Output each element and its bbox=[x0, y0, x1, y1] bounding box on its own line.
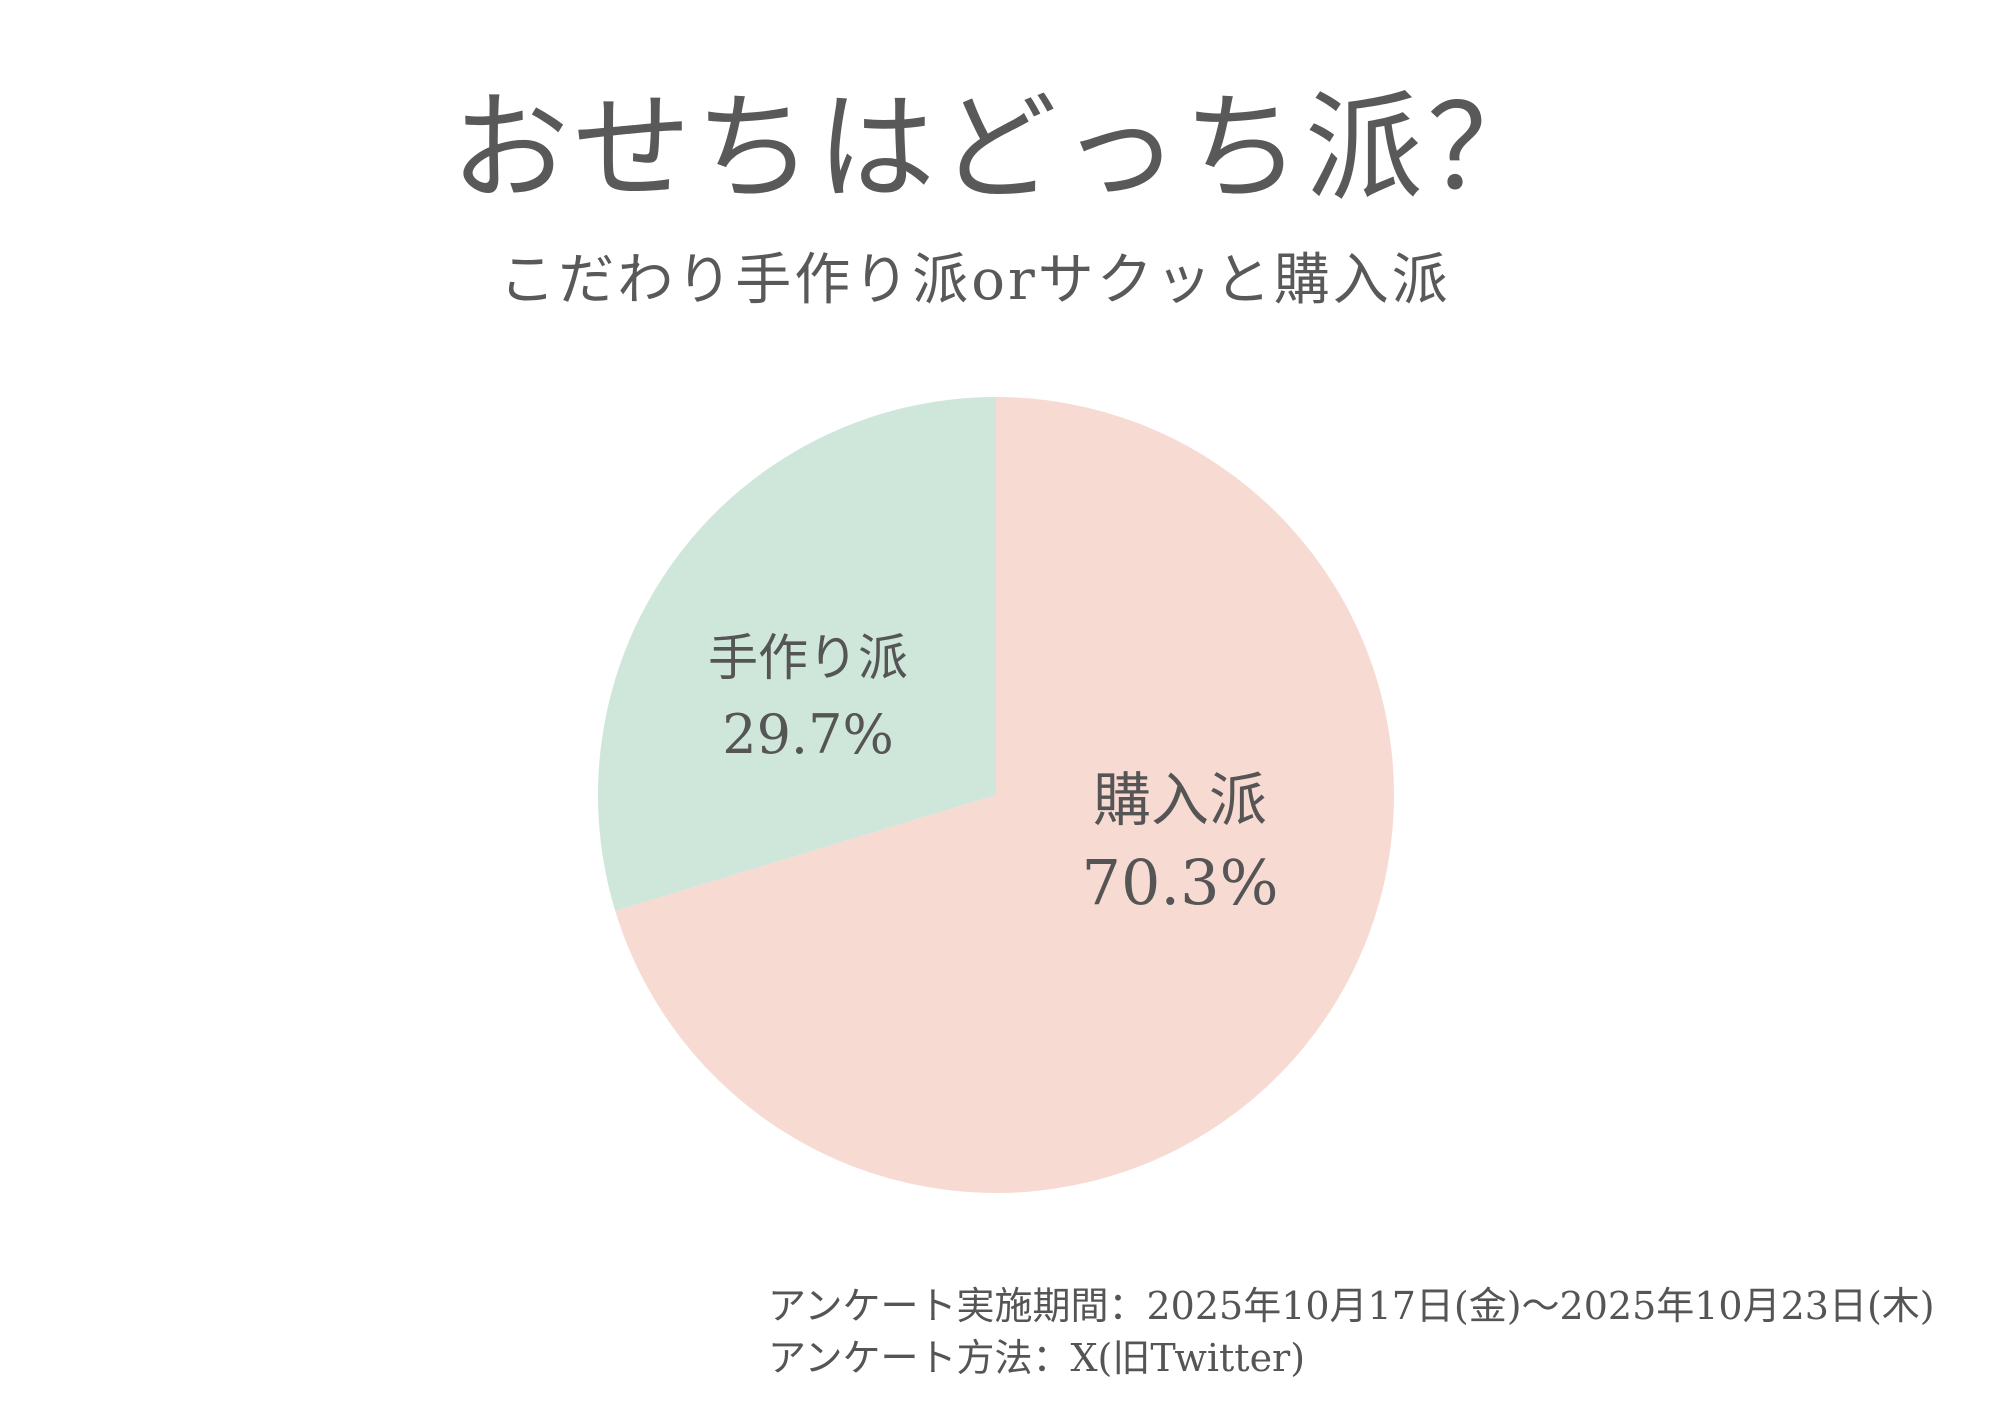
slice-name-label: 購入派 bbox=[1093, 766, 1267, 834]
slice-value-label: 70.3% bbox=[1082, 846, 1279, 919]
survey-footer: アンケート実施期間：2025年10月17日(金)～2025年10月23日(木) … bbox=[768, 1280, 1935, 1384]
slice-value-label: 29.7% bbox=[722, 703, 894, 766]
pie-slice-1 bbox=[615, 397, 1394, 1193]
pie-slice-2 bbox=[598, 397, 996, 911]
survey-method: アンケート方法：X(旧Twitter) bbox=[768, 1336, 1306, 1380]
chart-title: おせちはどっち派？ bbox=[450, 79, 1549, 217]
chart-subtitle: こだわり手作り派orサクッと購入派 bbox=[499, 248, 1451, 313]
survey-period: アンケート実施期間：2025年10月17日(金)～2025年10月23日(木) bbox=[768, 1284, 1935, 1328]
slice-name-label: 手作り派 bbox=[708, 629, 908, 687]
pie-labels: 購入派 70.3% 手作り派 29.7% bbox=[708, 629, 1278, 919]
pie-slices bbox=[598, 397, 1394, 1193]
